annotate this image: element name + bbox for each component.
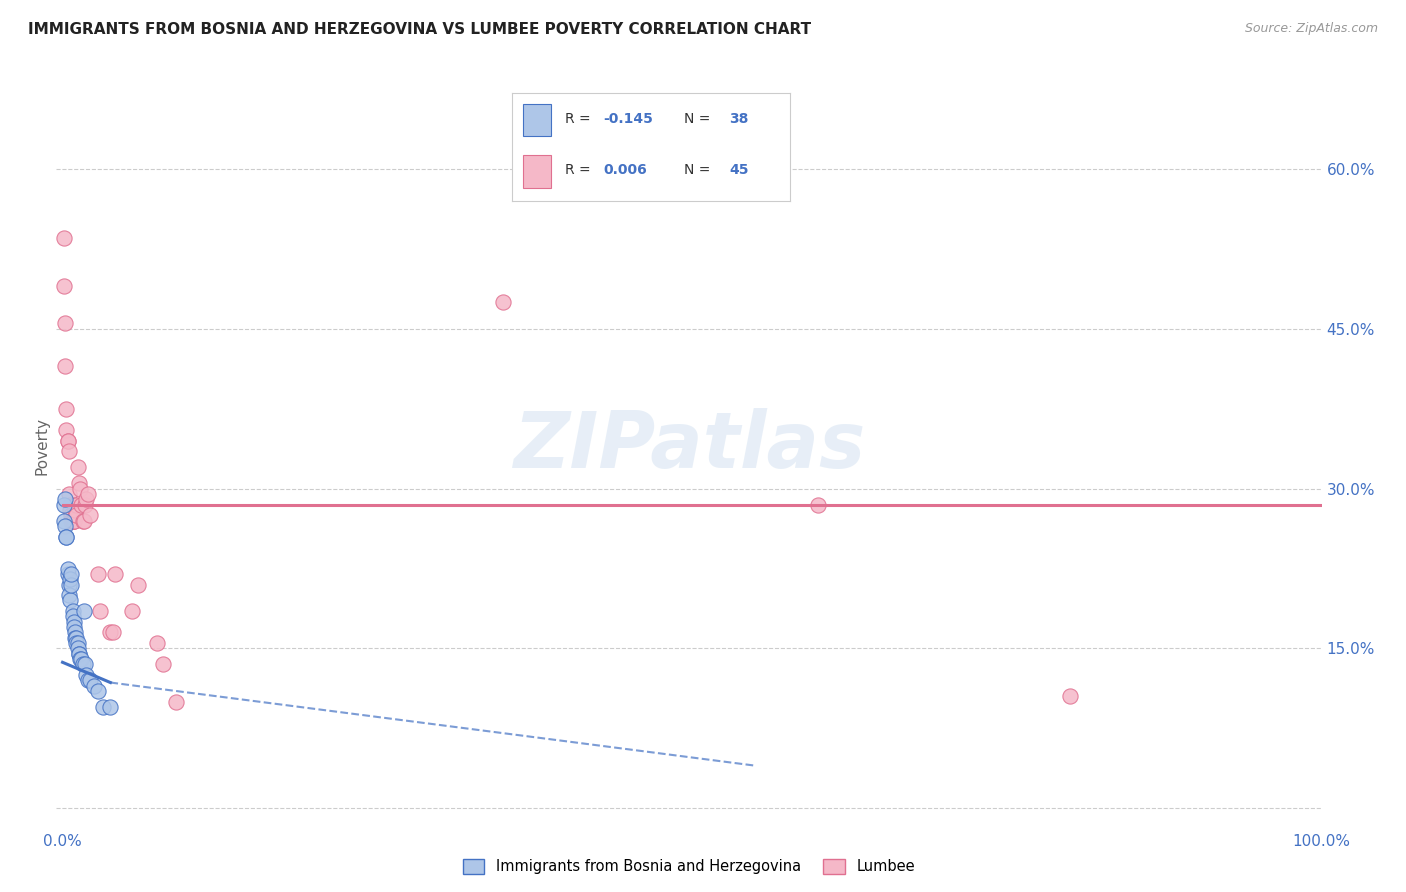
Point xyxy=(67,647,90,661)
Point xyxy=(63,631,86,645)
Legend: Immigrants from Bosnia and Herzegovina, Lumbee: Immigrants from Bosnia and Herzegovina, … xyxy=(457,853,921,880)
Point xyxy=(67,647,90,661)
Point xyxy=(63,503,86,517)
Point xyxy=(55,530,77,544)
Text: IMMIGRANTS FROM BOSNIA AND HERZEGOVINA VS LUMBEE POVERTY CORRELATION CHART: IMMIGRANTS FROM BOSNIA AND HERZEGOVINA V… xyxy=(28,22,811,37)
Point xyxy=(65,631,87,645)
Point xyxy=(60,508,83,523)
Point xyxy=(53,359,76,373)
Point xyxy=(66,460,89,475)
Point xyxy=(52,279,75,293)
Point xyxy=(79,673,101,688)
Point xyxy=(53,519,76,533)
Point xyxy=(89,604,111,618)
Point xyxy=(63,514,86,528)
Point xyxy=(63,625,86,640)
Point xyxy=(152,657,174,672)
Point xyxy=(52,498,75,512)
Point xyxy=(87,684,110,698)
Text: ZIPatlas: ZIPatlas xyxy=(513,408,865,484)
Point xyxy=(58,444,80,458)
Point xyxy=(56,561,79,575)
Point xyxy=(75,657,97,672)
Point xyxy=(63,620,86,634)
Point xyxy=(52,514,75,528)
Point xyxy=(56,434,79,448)
Point xyxy=(76,673,98,688)
Point xyxy=(58,577,80,591)
Point xyxy=(83,679,105,693)
Point xyxy=(104,566,127,581)
Point xyxy=(59,593,82,607)
Point xyxy=(53,492,76,507)
Point xyxy=(66,641,89,656)
Point xyxy=(63,615,86,629)
Point xyxy=(62,609,84,624)
Point xyxy=(91,700,114,714)
Point xyxy=(65,636,87,650)
Point xyxy=(55,530,77,544)
Point xyxy=(100,700,122,714)
Point xyxy=(73,604,96,618)
Point xyxy=(70,652,93,666)
Point xyxy=(58,588,80,602)
Point xyxy=(1059,690,1081,704)
Point xyxy=(67,476,90,491)
Text: Source: ZipAtlas.com: Source: ZipAtlas.com xyxy=(1244,22,1378,36)
Point xyxy=(100,625,122,640)
Point xyxy=(69,652,91,666)
Point xyxy=(56,434,79,448)
Point xyxy=(59,498,82,512)
Point xyxy=(62,604,84,618)
Point xyxy=(70,498,93,512)
Point xyxy=(121,604,143,618)
Point xyxy=(79,508,101,523)
Point xyxy=(165,695,187,709)
Point xyxy=(53,317,76,331)
Point xyxy=(76,487,98,501)
Point xyxy=(87,566,110,581)
Point xyxy=(75,492,97,507)
Point xyxy=(72,514,94,528)
Point xyxy=(63,498,86,512)
Point xyxy=(492,295,515,310)
Point xyxy=(146,636,169,650)
Point xyxy=(60,566,83,581)
Point xyxy=(58,487,80,501)
Point xyxy=(75,668,97,682)
Point xyxy=(60,514,83,528)
Point xyxy=(807,498,830,512)
Point xyxy=(72,657,94,672)
Point xyxy=(65,498,87,512)
Point xyxy=(69,482,91,496)
Point xyxy=(73,514,96,528)
Point xyxy=(59,503,82,517)
Point xyxy=(59,572,82,586)
Point xyxy=(101,625,124,640)
Point xyxy=(62,514,84,528)
Y-axis label: Poverty: Poverty xyxy=(34,417,49,475)
Point xyxy=(75,498,97,512)
Point xyxy=(65,508,87,523)
Point xyxy=(55,423,77,437)
Point xyxy=(55,401,77,416)
Point xyxy=(52,231,75,245)
Point xyxy=(60,577,83,591)
Point xyxy=(127,577,149,591)
Point xyxy=(56,566,79,581)
Point xyxy=(63,514,86,528)
Point xyxy=(62,514,84,528)
Point xyxy=(66,636,89,650)
